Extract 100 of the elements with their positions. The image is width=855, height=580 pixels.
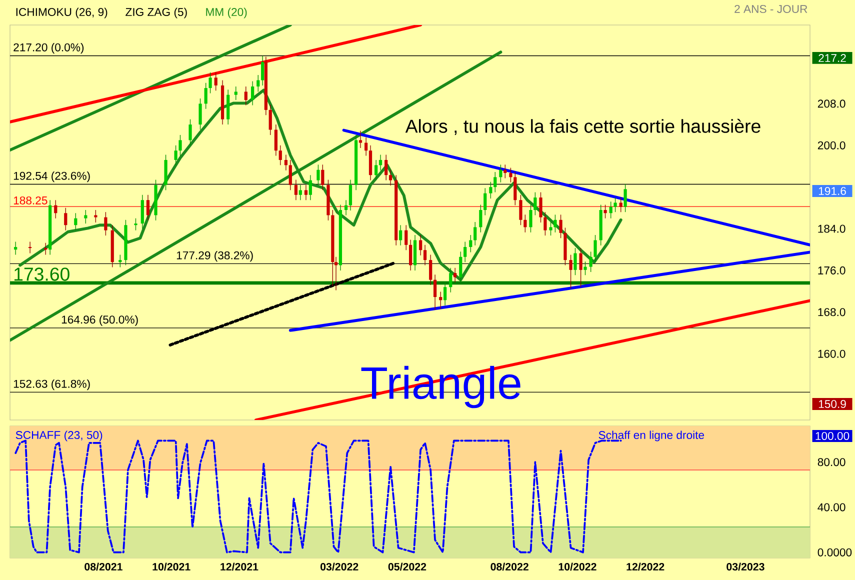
text: ZIG ZAG (5) — [126, 8, 187, 18]
candlestick — [619, 197, 622, 212]
candlestick — [14, 241, 18, 256]
candlestick — [398, 224, 402, 246]
candlestick — [579, 248, 582, 288]
candlestick — [404, 224, 408, 250]
candlestick — [514, 172, 517, 206]
candlestick — [569, 254, 572, 290]
text: 191.6 — [818, 187, 846, 196]
candlestick — [174, 145, 178, 166]
candlestick — [574, 248, 577, 276]
x-tick-label: 08/2021 — [84, 562, 122, 571]
candlestick — [94, 210, 98, 223]
candlestick — [529, 204, 532, 233]
x-tick-label: 12/2021 — [220, 562, 258, 571]
candlestick — [274, 124, 278, 156]
annotation: Schaff en ligne droite — [598, 430, 704, 442]
ref-line-label: 177.29 (38.2%) — [176, 251, 253, 262]
candlestick — [549, 222, 552, 236]
candlestick — [559, 214, 562, 238]
candlestick — [284, 154, 288, 171]
candlestick — [594, 234, 597, 262]
series-label: SCHAFF (23, 50) — [16, 430, 102, 442]
candlestick — [256, 74, 260, 92]
candlestick — [316, 164, 320, 186]
candlestick — [321, 164, 324, 191]
candlestick — [624, 184, 627, 212]
candlestick — [614, 197, 617, 212]
candlestick — [524, 214, 527, 233]
candlestick — [204, 82, 208, 110]
candlestick — [474, 222, 477, 246]
candlestick — [348, 179, 352, 211]
candlestick — [146, 194, 150, 221]
ref-line-label: 217.20 (0.0%) — [14, 43, 84, 54]
text: ICHIMOKU (26, 9) — [16, 8, 108, 18]
candlestick — [459, 251, 462, 283]
line-series — [14, 440, 622, 554]
candlestick — [584, 261, 587, 276]
candlestick — [64, 208, 68, 231]
candlestick — [433, 274, 437, 310]
text: 100.00 — [816, 432, 850, 440]
candlestick — [504, 164, 507, 179]
candlestick — [479, 204, 482, 233]
candlestick — [54, 200, 58, 219]
candlestick — [344, 200, 348, 216]
chart-subtitle: 2 ANS - JOUR — [734, 4, 808, 14]
text: MM (20) — [206, 8, 247, 18]
ref-line-label: 188.25 — [14, 196, 48, 204]
y-tick-label: 168.0 — [818, 308, 846, 316]
candlestick — [198, 98, 202, 130]
ref-line-label: 192.54 (23.6%) — [14, 172, 90, 182]
candlestick — [188, 118, 192, 146]
x-tick-label: 03/2023 — [726, 562, 764, 571]
y-tick-label: 176.0 — [818, 266, 846, 274]
candlestick — [589, 251, 592, 272]
x-tick-label: 12/2022 — [626, 562, 664, 571]
candlestick — [388, 170, 392, 186]
text: 150.9 — [818, 400, 846, 408]
x-tick-label: 10/2022 — [558, 562, 596, 571]
candlestick — [544, 212, 547, 236]
ref-line-label: 152.63 (61.8%) — [14, 380, 90, 390]
candlestick — [539, 192, 542, 223]
candlestick — [494, 172, 497, 193]
candlestick — [604, 204, 607, 219]
candlestick — [554, 214, 557, 233]
candlestick — [118, 254, 122, 268]
candlestick — [464, 241, 467, 262]
candlestick — [244, 86, 248, 106]
candlestick — [384, 154, 388, 181]
candlestick — [364, 137, 368, 156]
candlestick — [304, 184, 308, 200]
x-tick-label: 08/2022 — [490, 562, 528, 571]
y-tick-label: 160.0 — [818, 350, 846, 358]
candlestick — [509, 167, 512, 183]
candlestick — [489, 182, 492, 199]
candlestick — [409, 239, 412, 271]
candlestick — [28, 241, 32, 254]
text: 217.2 — [818, 54, 846, 62]
ref-line-label: 173.60 — [14, 268, 70, 281]
candlestick — [469, 234, 472, 253]
candlestick — [484, 188, 487, 216]
candlestick — [268, 104, 272, 136]
y-tick-label: 208.0 — [818, 100, 846, 108]
candlestick — [74, 212, 78, 231]
y-tick-label: 0.0000 — [818, 548, 852, 556]
candlestick — [454, 268, 457, 283]
candlestick — [358, 130, 362, 148]
candlestick — [298, 184, 302, 200]
y-tick-label: 184.0 — [818, 224, 846, 233]
candlestick — [609, 201, 612, 219]
x-tick-label: 05/2022 — [388, 562, 426, 571]
candlestick — [294, 179, 298, 200]
ref-line-label: 164.96 (50.0%) — [62, 315, 138, 326]
candlestick — [374, 160, 378, 181]
candlestick — [439, 291, 442, 310]
candlestick — [429, 254, 432, 286]
x-tick-label: 10/2021 — [152, 562, 190, 571]
x-tick-label: 03/2022 — [320, 562, 358, 571]
y-tick-label: 80.00 — [818, 458, 846, 466]
candlestick — [499, 164, 502, 183]
